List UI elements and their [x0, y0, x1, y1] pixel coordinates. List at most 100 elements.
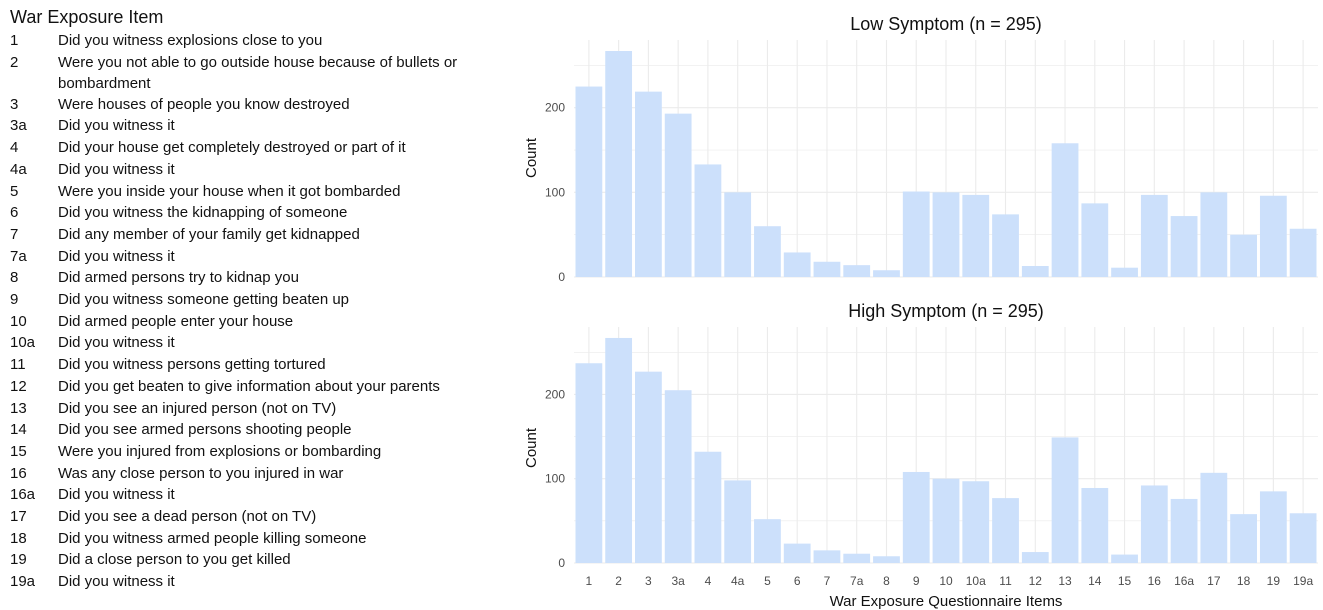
- x-tick-label: 6: [794, 574, 801, 588]
- x-tick-label: 4a: [731, 574, 745, 588]
- legend-item-number: 5: [10, 182, 19, 200]
- bar-19a: [1289, 513, 1317, 563]
- bar-17: [1200, 192, 1228, 277]
- legend-item-text: Were houses of people you know destroyed: [58, 95, 350, 113]
- bar-16: [1140, 485, 1168, 563]
- bar-14: [1081, 487, 1109, 563]
- legend-item-text: Did you get beaten to give information a…: [58, 377, 440, 395]
- x-tick-label: 11: [999, 574, 1012, 588]
- bar-14: [1081, 203, 1109, 277]
- legend-item: 4 Did your house get completely destroyed…: [10, 137, 510, 159]
- bar-15: [1111, 554, 1138, 563]
- bar-3: [635, 371, 662, 563]
- legend-item: 9 Did you witness someone getting beaten …: [10, 289, 510, 311]
- legend-item-text: Did you witness armed people killing som…: [58, 529, 367, 547]
- x-tick-label: 16: [1148, 574, 1162, 588]
- legend-item: 16a Did you witness it: [10, 484, 510, 506]
- bar-16: [1140, 194, 1168, 277]
- legend-item-number: 6: [10, 204, 19, 222]
- bar-7: [813, 261, 841, 277]
- legend-item-number: 12: [10, 377, 27, 395]
- bar-19: [1259, 491, 1287, 563]
- bar-4a: [724, 192, 752, 277]
- legend-item-number: 3a: [10, 117, 27, 135]
- bar-1: [575, 363, 603, 563]
- legend-item: 1 Did you witness explosions close to you: [10, 30, 510, 52]
- x-tick-label: 8: [883, 574, 890, 588]
- x-tick-label: 10: [939, 574, 953, 588]
- legend-item-text: Did you witness it: [58, 573, 175, 591]
- legend-item: 10 Did armed people enter your house: [10, 311, 510, 333]
- legend-item-text: Did you see a dead person (not on TV): [58, 508, 317, 526]
- bar-13: [1051, 143, 1079, 277]
- legend-item-text: Did you see an injured person (not on TV…: [58, 399, 337, 417]
- legend-item-text: Did you witness someone getting beaten u…: [58, 291, 350, 309]
- bar-5: [754, 519, 781, 563]
- x-tick-label: 5: [764, 574, 771, 588]
- legend-panel: War Exposure Item 1 Did you witness explo…: [10, 6, 510, 593]
- legend-item-number: 7: [10, 225, 19, 243]
- bar-7a: [843, 553, 871, 563]
- x-tick-label: 12: [1029, 574, 1043, 588]
- bar-9: [902, 191, 930, 277]
- x-tick-label: 14: [1088, 574, 1102, 588]
- legend-item: 14 Did you see armed persons shooting peo…: [10, 419, 510, 441]
- x-tick-label: 4: [705, 574, 712, 588]
- bar-11: [992, 214, 1019, 277]
- bar-4a: [724, 480, 752, 563]
- legend-item-number: 4a: [10, 160, 27, 178]
- legend-item-text: Did armed people enter your house: [58, 312, 294, 330]
- legend-item: 3a Did you witness it: [10, 115, 510, 137]
- legend-item-text: Did you see armed persons shooting peopl…: [58, 421, 352, 439]
- y-axis-label: Count: [523, 427, 540, 468]
- legend-item-number: 19a: [10, 573, 36, 591]
- legend-item-number: 10a: [10, 334, 36, 352]
- legend-item-number: 9: [10, 291, 19, 309]
- legend-item-text: Did you witness it: [58, 117, 175, 135]
- legend-item: 11 Did you witness persons getting tortur…: [10, 354, 510, 376]
- legend-item-text: Did you witness it: [58, 334, 175, 352]
- legend-item: 18 Did you witness armed people killing s…: [10, 528, 510, 550]
- legend-item-number: 8: [10, 269, 19, 287]
- bar-1: [575, 86, 603, 277]
- legend-item-text: Were you injured from explosions or bomb…: [58, 442, 382, 460]
- bar-16a: [1170, 216, 1198, 277]
- legend-item-number: 10: [10, 312, 27, 330]
- legend-item-number: 1: [10, 32, 19, 49]
- y-tick-label: 200: [545, 101, 565, 115]
- bar-6: [783, 252, 811, 277]
- legend-item-text: Did you witness it: [58, 486, 175, 504]
- legend-item-number: 4: [10, 139, 19, 157]
- bar-19: [1259, 195, 1287, 277]
- x-tick-label: 13: [1058, 574, 1072, 588]
- legend-item: 10a Did you witness it: [10, 332, 510, 354]
- legend-item-text: Did you witness explosions close to you: [58, 32, 323, 49]
- x-tick-label: 3: [645, 574, 652, 588]
- legend-item-text: Did you witness it: [58, 247, 175, 265]
- legend-item-number: 16: [10, 464, 27, 482]
- bar-18: [1230, 514, 1257, 563]
- x-tick-label: 16a: [1174, 574, 1194, 588]
- chart-title: High Symptom (n = 295): [848, 301, 1044, 321]
- bar-10: [932, 192, 960, 277]
- x-tick-label: 18: [1237, 574, 1251, 588]
- legend-item-number: 16a: [10, 486, 36, 504]
- legend-item: 4a Did you witness it: [10, 159, 510, 181]
- y-tick-label: 200: [545, 387, 565, 401]
- chart-title: Low Symptom (n = 295): [850, 14, 1042, 34]
- legend-item: 19 Did a close person to you get killed: [10, 549, 510, 571]
- legend-item: 8 Did armed persons try to kidnap you: [10, 267, 510, 289]
- bar-7a: [843, 265, 871, 277]
- bar-12: [1021, 552, 1049, 563]
- legend-item: 6 Did you witness the kidnapping of someo…: [10, 202, 510, 224]
- bar-16a: [1170, 498, 1198, 563]
- legend-item: 17 Did you see a dead person (not on TV): [10, 506, 510, 528]
- bar-4: [694, 164, 722, 277]
- legend-item-text: Were you not able to go outside house be…: [58, 53, 458, 92]
- legend-item: 2 Were you not able to go outside house b…: [10, 52, 510, 94]
- legend-item-number: 17: [10, 508, 27, 526]
- bar-3a: [664, 113, 692, 277]
- legend-item-text: Did you witness persons getting tortured: [58, 356, 326, 374]
- x-tick-label: 17: [1207, 574, 1221, 588]
